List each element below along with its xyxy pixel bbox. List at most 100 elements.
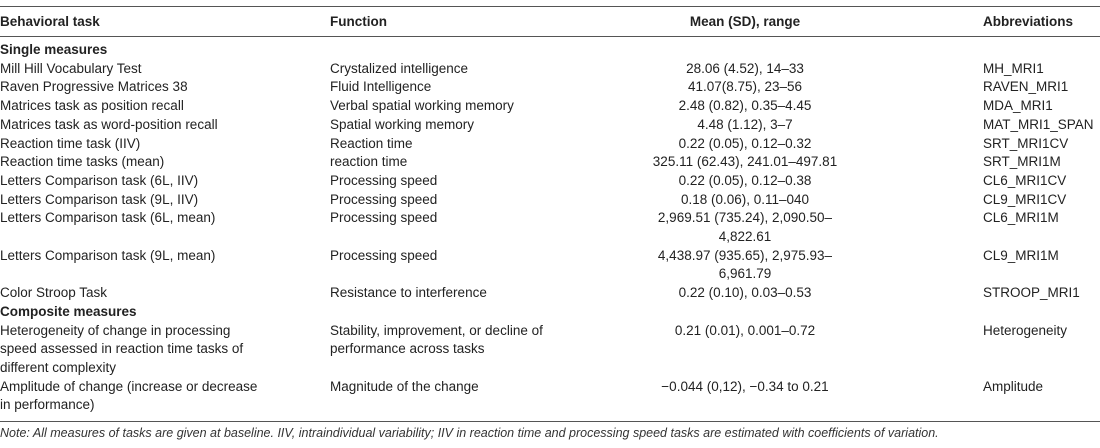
table-row: Reaction time tasks (mean) reaction time 3… xyxy=(0,153,1100,172)
table-cell: 41.07(8.75), 23–56 xyxy=(687,79,803,95)
table-cell: 4,438.97 (935.65), 2,975.93–6,961.79 xyxy=(657,247,833,282)
table-cell: CL9_MRI1M xyxy=(983,247,1059,263)
cell-line: Verbal spatial working memory xyxy=(330,98,514,114)
table-cell: Spatial working memory xyxy=(330,116,640,135)
table-cell: Color Stroop Task xyxy=(0,284,330,303)
cell-line: Crystalized intelligence xyxy=(330,60,469,76)
table-cell: 0.22 (0.05), 0.12–0.38 xyxy=(678,172,812,188)
table-cell: Stability, improvement, or decline of per… xyxy=(330,322,640,378)
table-cell: Processing speed xyxy=(330,209,640,246)
table-row: Matrices task as word-position recall Spa… xyxy=(0,116,1100,135)
table-cell: Reaction time tasks (mean) xyxy=(0,153,330,172)
table-cell: 2.48 (0.82), 0.35–4.45 xyxy=(678,98,812,114)
cell-line: Color Stroop Task xyxy=(0,285,108,301)
table-cell: MDA_MRI1 xyxy=(983,98,1053,114)
table-cell: SRT_MRI1M xyxy=(983,154,1061,170)
cell-line: Reaction time xyxy=(330,135,413,151)
cell-line: speed assessed in reaction time tasks of xyxy=(0,341,244,357)
cell-line: Fluid Intelligence xyxy=(330,79,432,95)
header-cell: Abbreviations xyxy=(983,14,1074,29)
table-body: Single measures Mill Hill Vocabulary Test… xyxy=(0,37,1100,422)
table-cell: Letters Comparison task (9L, IIV) xyxy=(0,191,330,210)
table-cell: MAT_MRI1_SPAN xyxy=(983,116,1094,132)
cell-line: different complexity xyxy=(0,359,117,375)
table-cell: Magnitude of the change xyxy=(330,378,640,422)
table-cell: 0.22 (0.10), 0.03–0.53 xyxy=(678,285,812,301)
cell-line: Resistance to interference xyxy=(330,285,487,301)
table-note: Note: All measures of tasks are given at… xyxy=(0,426,939,440)
table-row: Heterogeneity of change in processing spe… xyxy=(0,322,1100,378)
table-row: Amplitude of change (increase or decreas… xyxy=(0,378,1100,422)
table-cell: 0.18 (0.06), 0.11–040 xyxy=(680,191,810,207)
table-row: Color Stroop Task Resistance to interfere… xyxy=(0,284,1100,303)
table-container: Behavioral task Function Mean (SD), range A… xyxy=(0,6,1100,422)
cell-line: Reaction time task (IIV) xyxy=(0,135,141,151)
table-cell: Letters Comparison task (6L, IIV) xyxy=(0,172,330,191)
table-cell: 28.06 (4.52), 14–33 xyxy=(686,60,804,76)
table-cell: 2,969.51 (735.24), 2,090.50–4,822.61 xyxy=(657,210,833,245)
cell-line: Amplitude of change (increase or decreas… xyxy=(0,378,258,394)
table-cell: Processing speed xyxy=(330,247,640,284)
cell-line: Reaction time tasks (mean) xyxy=(0,154,165,170)
section-row: Composite measures xyxy=(0,303,1100,322)
table-cell: CL6_MRI1CV xyxy=(983,172,1067,188)
section-title: Composite measures xyxy=(0,303,137,319)
cell-line: Spatial working memory xyxy=(330,116,475,132)
table-cell: Amplitude xyxy=(983,378,1044,394)
cell-line: Processing speed xyxy=(330,247,438,263)
cell-line: Processing speed xyxy=(330,210,438,226)
table-cell: Matrices task as position recall xyxy=(0,97,330,116)
cell-line: Heterogeneity of change in processing xyxy=(0,322,231,338)
cell-line: Letters Comparison task (6L, IIV) xyxy=(0,172,199,188)
table-cell: SRT_MRI1CV xyxy=(983,135,1069,151)
table-row: Reaction time task (IIV) Reaction time 0.2… xyxy=(0,135,1100,154)
header-cell: Behavioral task xyxy=(0,14,100,29)
cell-line: Stability, improvement, or decline of xyxy=(330,322,543,338)
cell-line: Processing speed xyxy=(330,172,438,188)
cell-line: performance across tasks xyxy=(330,341,485,357)
table-cell: Reaction time xyxy=(330,135,640,154)
cell-line: Raven Progressive Matrices 38 xyxy=(0,79,188,95)
table-cell: 325.11 (62.43), 241.01–497.81 xyxy=(652,154,838,170)
table-row: Letters Comparison task (6L, mean) Proces… xyxy=(0,209,1100,246)
header-cell: Mean (SD), range xyxy=(689,14,801,29)
section-title: Single measures xyxy=(0,42,108,57)
table-row: Letters Comparison task (9L, IIV) Process… xyxy=(0,191,1100,210)
table-cell: Crystalized intelligence xyxy=(330,60,640,79)
table-cell: Reaction time task (IIV) xyxy=(0,135,330,154)
table-cell: 0.22 (0.05), 0.12–0.32 xyxy=(678,135,812,151)
header-cell: Function xyxy=(330,14,387,29)
cell-line: in performance) xyxy=(0,397,95,413)
table-cell: Processing speed xyxy=(330,191,640,210)
table-cell: Letters Comparison task (9L, mean) xyxy=(0,247,330,284)
table-cell: Letters Comparison task (6L, mean) xyxy=(0,209,330,246)
table-row: Matrices task as position recall Verbal s… xyxy=(0,97,1100,116)
cell-line: Letters Comparison task (9L, IIV) xyxy=(0,191,199,207)
table-cell: 4.48 (1.12), 3–7 xyxy=(697,116,793,132)
cell-line: Letters Comparison task (6L, mean) xyxy=(0,210,216,226)
table-row: Raven Progressive Matrices 38 Fluid Intel… xyxy=(0,78,1100,97)
cell-line: Mill Hill Vocabulary Test xyxy=(0,60,142,76)
table-cell: Raven Progressive Matrices 38 xyxy=(0,78,330,97)
cell-line: Matrices task as word-position recall xyxy=(0,116,218,132)
table-cell: −0.044 (0,12), −0.34 to 0.21 xyxy=(661,378,829,394)
cell-line: reaction time xyxy=(330,154,408,170)
table-cell: Heterogeneity xyxy=(983,322,1068,338)
table-cell: Resistance to interference xyxy=(330,284,640,303)
table-cell: Fluid Intelligence xyxy=(330,78,640,97)
table-cell: Mill Hill Vocabulary Test xyxy=(0,60,330,79)
table-row: Letters Comparison task (9L, mean) Proces… xyxy=(0,247,1100,284)
table-cell: Matrices task as word-position recall xyxy=(0,116,330,135)
table-cell: Amplitude of change (increase or decreas… xyxy=(0,378,330,422)
table: Behavioral task Function Mean (SD), range A… xyxy=(0,6,1100,422)
table-cell: CL6_MRI1M xyxy=(983,210,1059,226)
cell-line: Matrices task as position recall xyxy=(0,98,184,114)
section-row: Single measures xyxy=(0,37,1100,60)
header-row: Behavioral task Function Mean (SD), range A… xyxy=(0,6,1100,37)
table-cell: Verbal spatial working memory xyxy=(330,97,640,116)
table-cell: CL9_MRI1CV xyxy=(983,191,1067,207)
table-cell: 0.21 (0.01), 0.001–0.72 xyxy=(674,322,816,338)
cell-line: Magnitude of the change xyxy=(330,378,479,394)
table-cell: Processing speed xyxy=(330,172,640,191)
